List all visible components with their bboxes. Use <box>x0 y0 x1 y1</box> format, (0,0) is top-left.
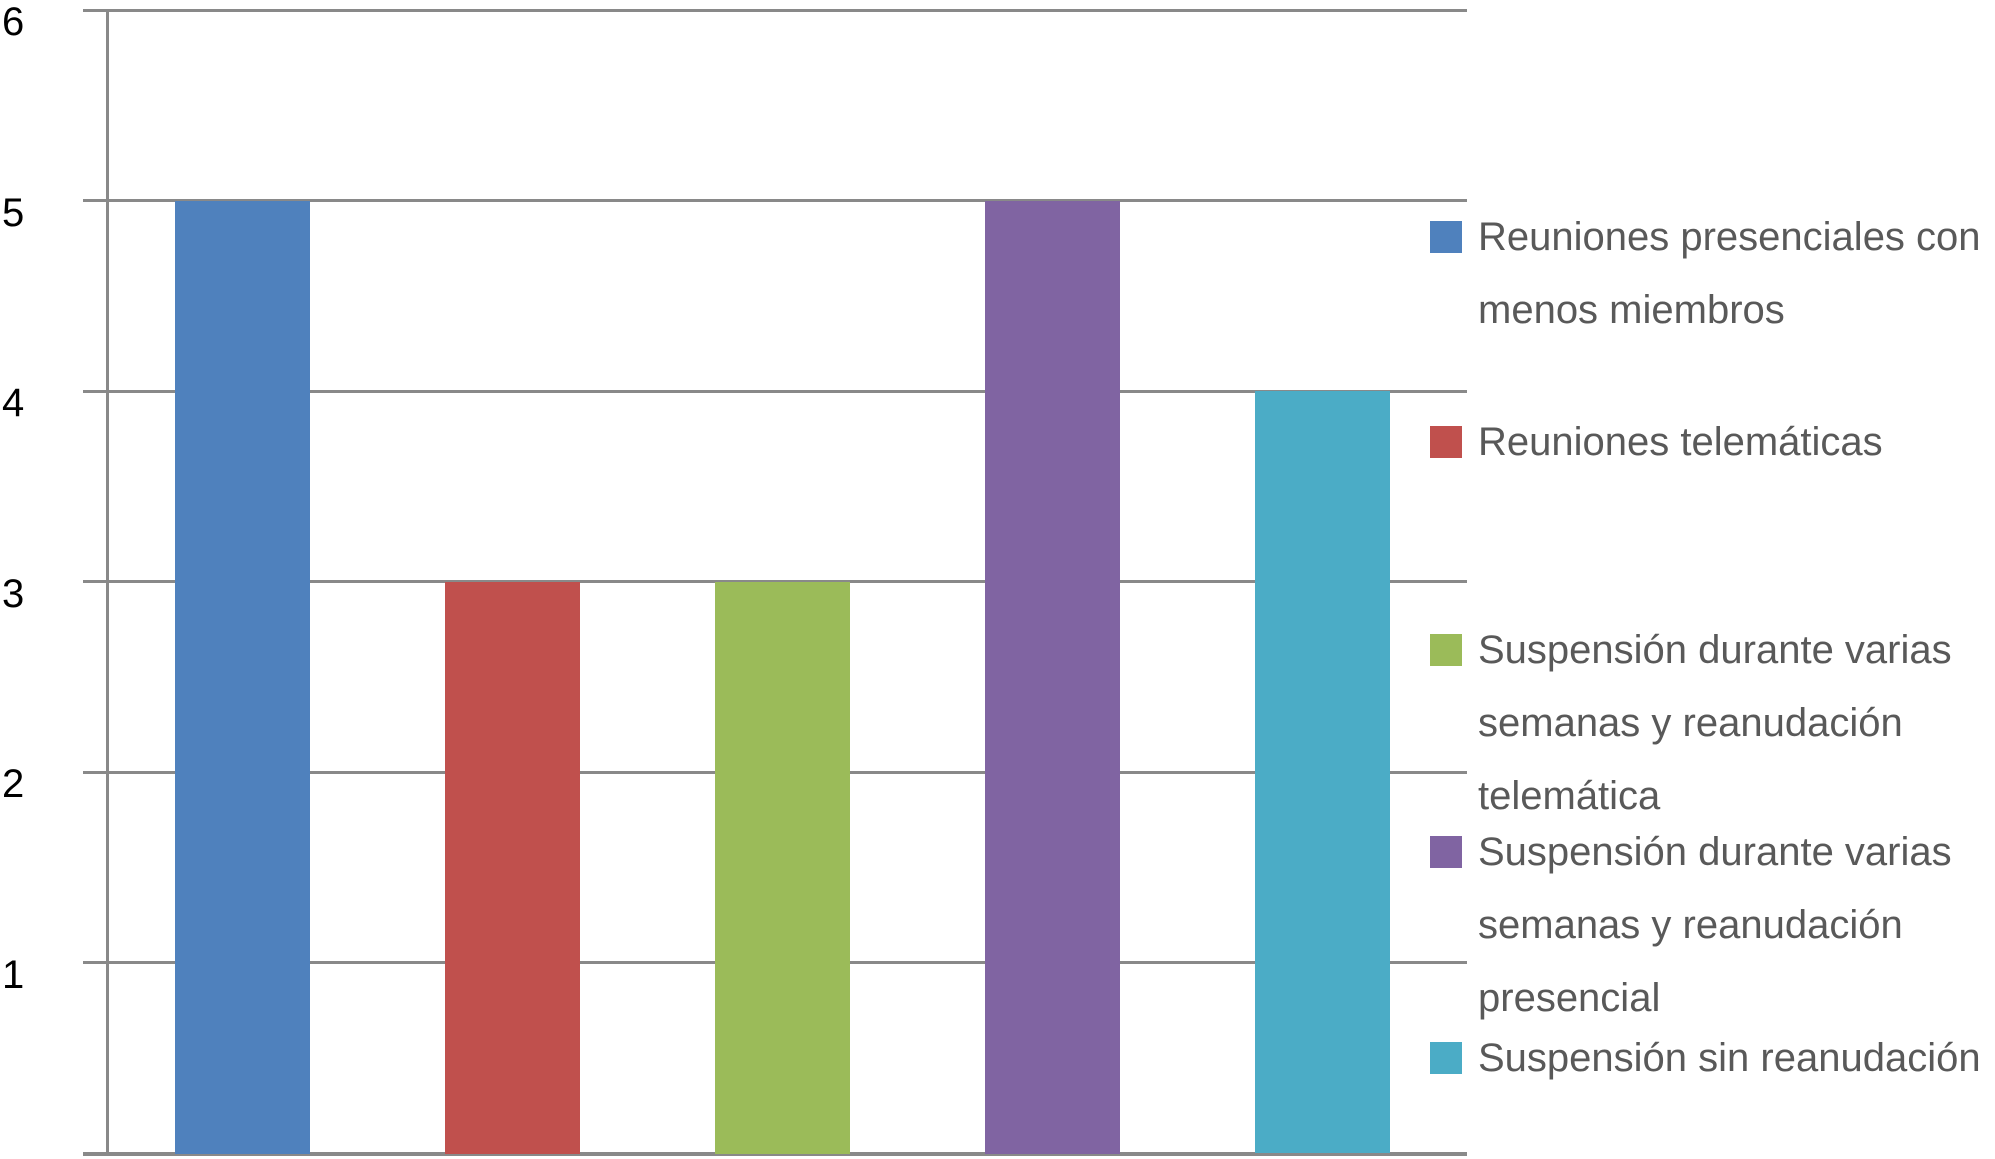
legend-swatch-3 <box>1430 634 1462 666</box>
gridline-6 <box>83 9 1467 12</box>
y-tick-label-3: 3 <box>2 572 25 616</box>
gridline-4 <box>83 390 1467 393</box>
y-tick-label-1: 1 <box>2 953 25 997</box>
y-tick-label-5: 5 <box>2 191 25 235</box>
legend-swatch-4 <box>1430 836 1462 868</box>
legend-label-4: Suspensión durante varias semanas y rean… <box>1478 830 1952 1020</box>
bar-series-2 <box>445 582 580 1154</box>
legend-swatch-1 <box>1430 221 1462 253</box>
bar-series-3 <box>715 582 850 1154</box>
y-tick-label-2: 2 <box>2 762 25 806</box>
bar-series-4 <box>985 201 1120 1154</box>
legend-label-3: Suspensión durante varias semanas y rean… <box>1478 628 1952 818</box>
legend-label-5: Suspensión sin reanudación <box>1478 1036 1981 1080</box>
x-axis-baseline <box>83 1152 1467 1156</box>
gridline-3 <box>83 580 1467 583</box>
legend-label-1: Reuniones presenciales con menos miembro… <box>1478 215 1981 332</box>
legend-label-2: Reuniones telemáticas <box>1478 420 1883 464</box>
y-axis-line <box>106 10 109 1156</box>
gridline-5 <box>83 199 1467 202</box>
y-tick-label-6: 6 <box>2 0 25 44</box>
legend-swatch-2 <box>1430 426 1462 458</box>
y-tick-label-4: 4 <box>2 381 25 425</box>
bar-series-1 <box>175 201 310 1154</box>
legend-swatch-5 <box>1430 1042 1462 1074</box>
bar-series-5 <box>1255 391 1390 1153</box>
